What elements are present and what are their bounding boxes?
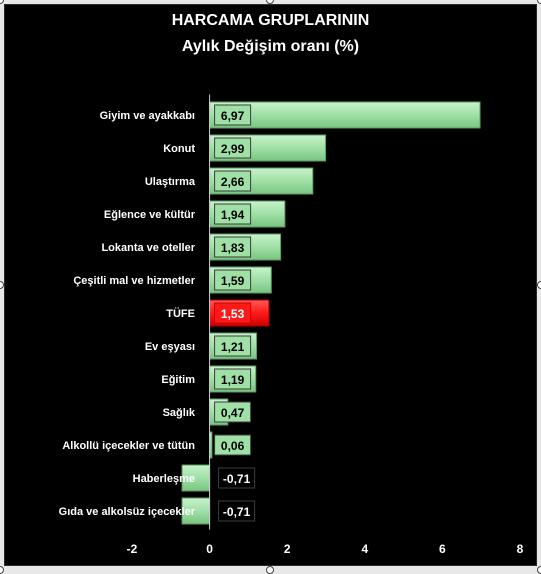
chart-title: HARCAMA GRUPLARININ (171, 12, 370, 29)
x-tick-label-4: 6 (439, 542, 446, 556)
category-label-4: Lokanta ve oteller (101, 242, 195, 254)
data-label-box-9 (214, 401, 252, 423)
data-label-11: -0,71 (223, 472, 251, 486)
data-label-box-5 (214, 269, 252, 291)
bar-0 (209, 101, 481, 129)
data-label-3: 1,94 (221, 208, 245, 222)
category-label-8: Eğitim (161, 374, 195, 386)
resize-handle-bottom-right[interactable] (537, 566, 541, 574)
data-label-6: 1,53 (221, 307, 245, 321)
x-tick-label-1: 0 (206, 542, 213, 556)
x-tick-label-3: 4 (361, 542, 368, 556)
data-label-0: 6,97 (221, 109, 245, 123)
category-label-11: Haberleşme (133, 473, 195, 485)
chart-subtitle: Aylık Değişim oranı (%) (181, 38, 360, 55)
category-label-6: TÜFE (166, 307, 195, 320)
data-label-10: 0,06 (221, 439, 245, 453)
category-label-3: Eğlence ve kültür (104, 209, 196, 221)
category-label-0: Giyim ve ayakkabı (100, 110, 195, 122)
data-label-box-7 (214, 335, 252, 357)
category-label-10: Alkollü içecekler ve tütün (62, 440, 195, 452)
data-label-2: 2,66 (221, 175, 245, 189)
data-label-box-3 (214, 203, 252, 225)
data-label-box-4 (214, 236, 252, 258)
data-label-box-2 (214, 170, 252, 192)
data-label-8: 1,19 (221, 373, 245, 387)
data-label-box-12 (218, 500, 256, 522)
data-label-box-11 (218, 467, 256, 489)
category-label-12: Gıda ve alkolsüz içecekler (59, 506, 196, 518)
data-label-7: 1,21 (221, 340, 245, 354)
x-tick-label-2: 2 (284, 542, 291, 556)
x-tick-label-5: 8 (517, 542, 524, 556)
resize-handle-top-right[interactable] (537, 0, 541, 4)
data-label-4: 1,83 (221, 241, 245, 255)
data-label-box-0 (214, 104, 252, 126)
data-label-box-10 (214, 434, 252, 456)
resize-handle-bottom-left[interactable] (0, 566, 4, 574)
category-label-7: Ev eşyası (145, 341, 195, 353)
data-label-box-8 (214, 368, 252, 390)
bar-12 (181, 497, 211, 525)
bar-11 (181, 464, 211, 492)
data-label-12: -0,71 (223, 505, 251, 519)
category-label-9: Sağlık (163, 407, 196, 419)
x-tick-label-0: -2 (127, 542, 138, 556)
resize-handle-bottom[interactable] (266, 566, 274, 574)
data-label-1: 2,99 (221, 142, 245, 156)
category-label-1: Konut (163, 143, 195, 155)
data-label-box-1 (214, 137, 252, 159)
data-label-box-6 (214, 302, 252, 324)
category-label-2: Ulaştırma (145, 176, 196, 188)
data-label-5: 1,59 (221, 274, 245, 288)
resize-handle-right[interactable] (537, 281, 541, 289)
data-label-9: 0,47 (221, 406, 245, 420)
category-label-5: Çeşitli mal ve hizmetler (73, 275, 195, 287)
